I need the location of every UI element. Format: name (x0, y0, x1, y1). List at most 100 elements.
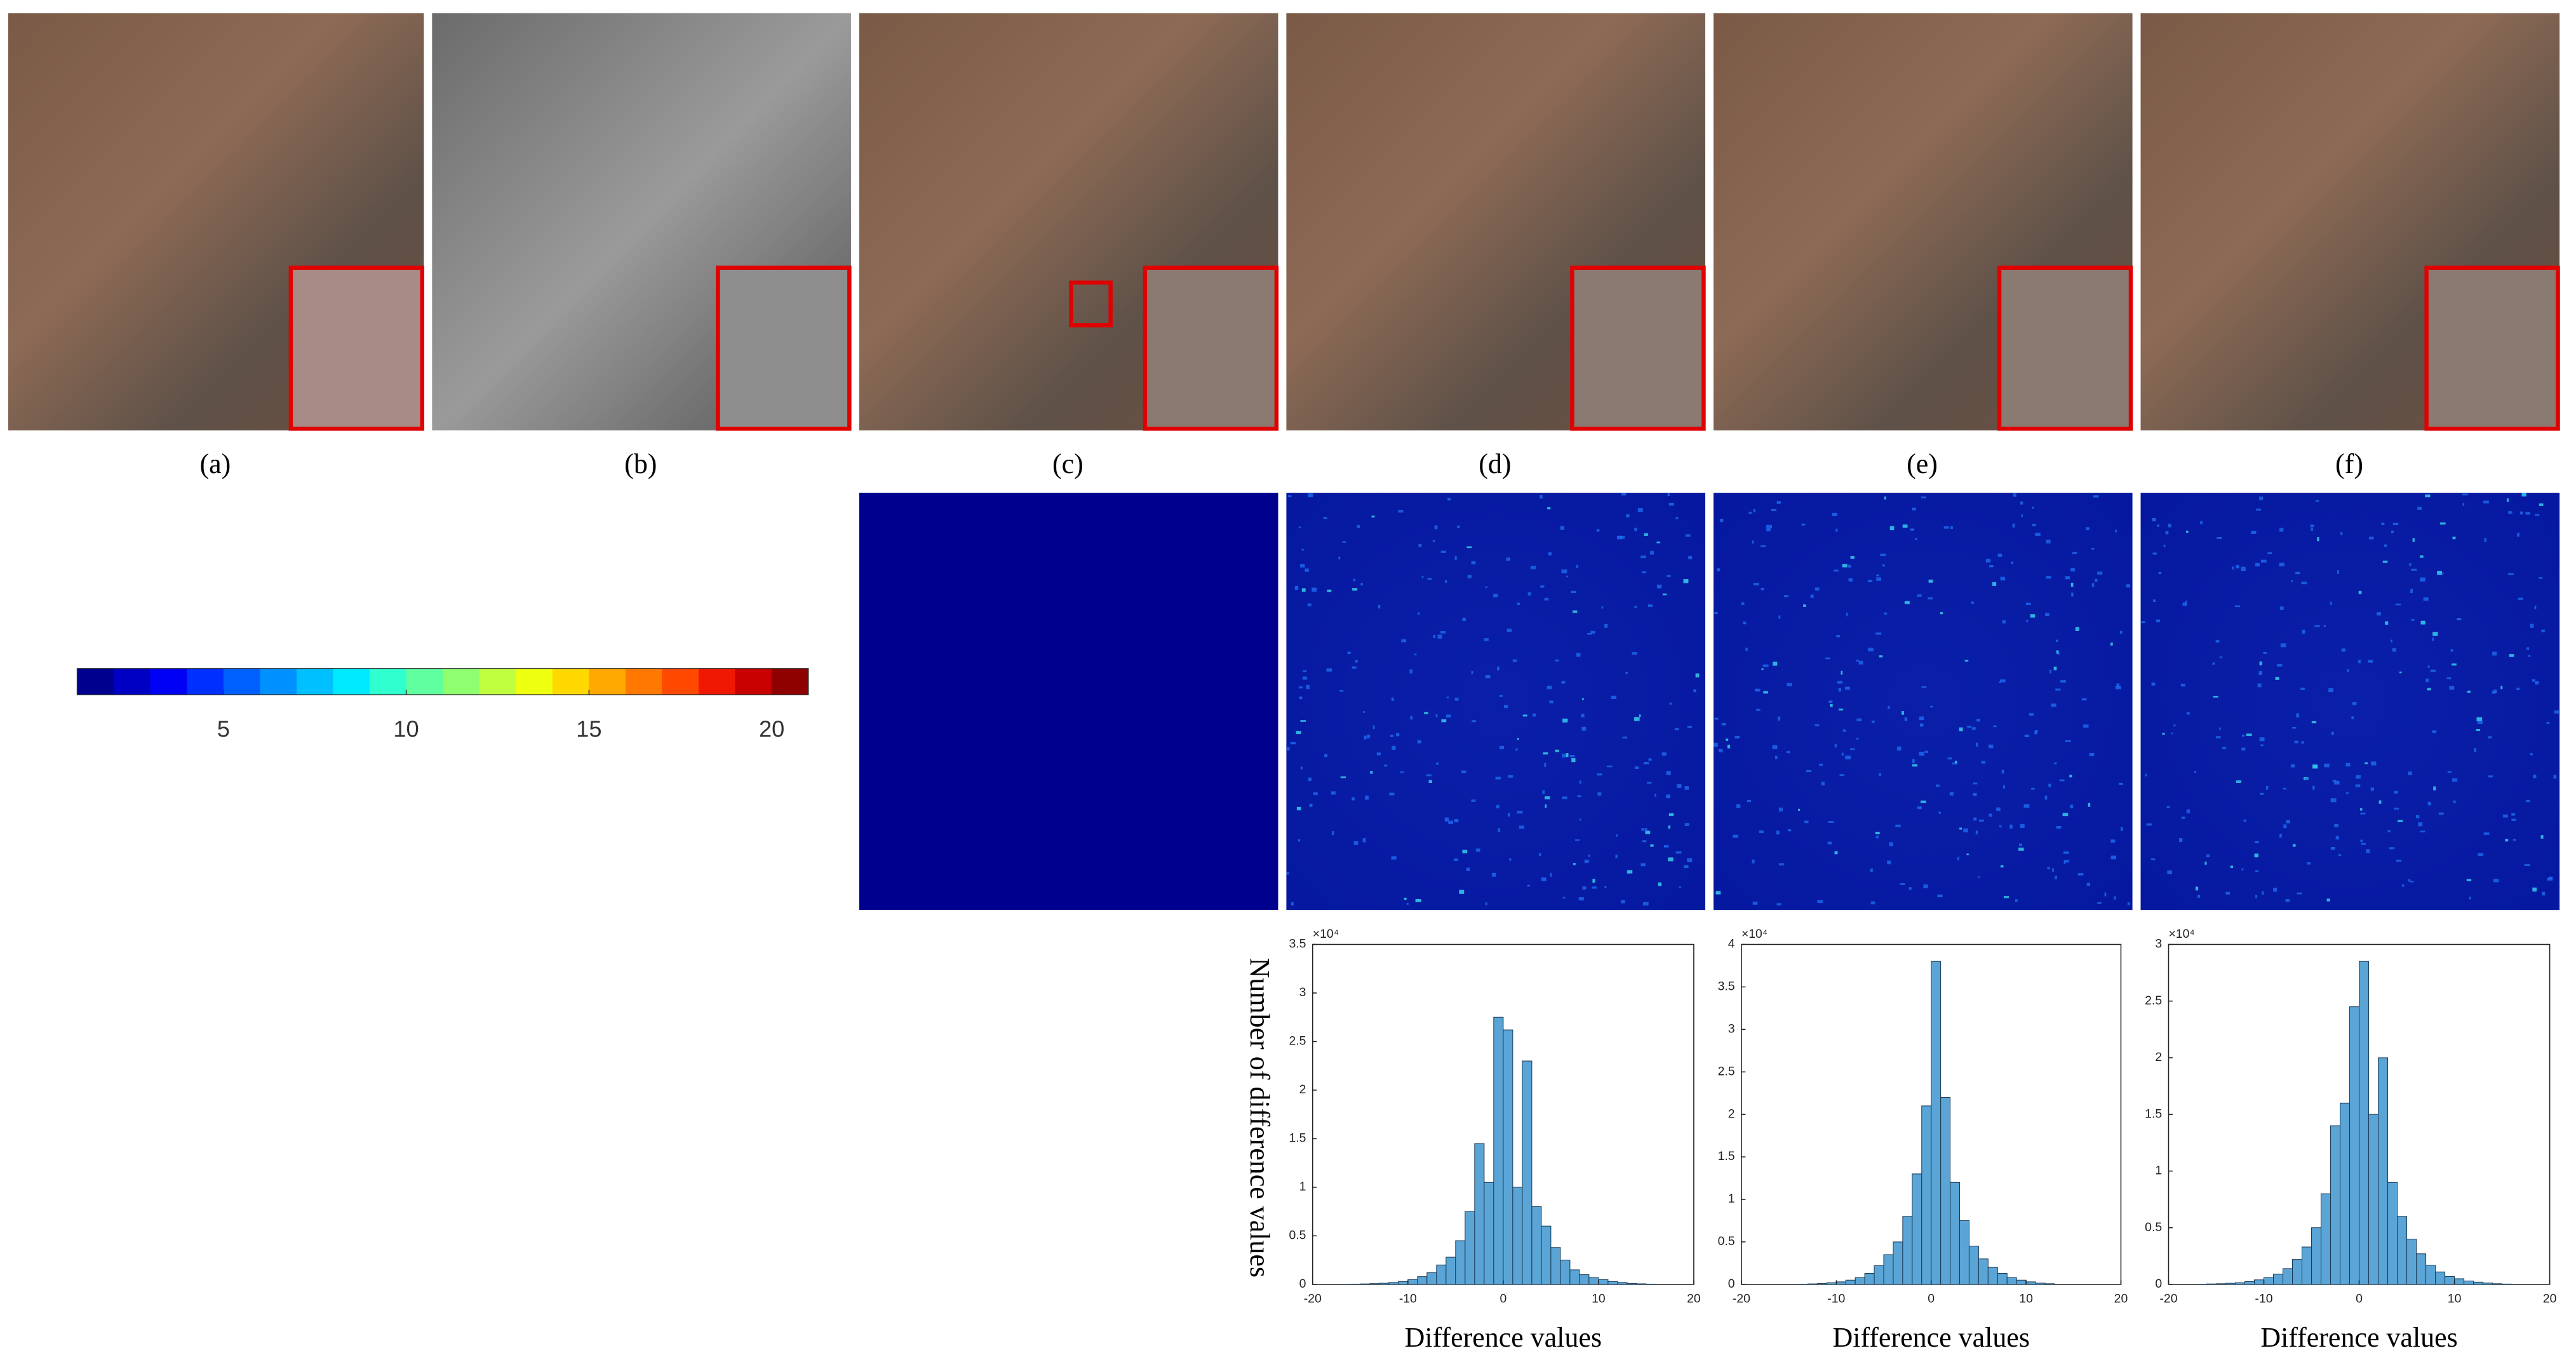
speckle (1870, 868, 1873, 872)
speckle (1302, 676, 1307, 680)
speckle (2241, 566, 2246, 571)
speckle (2425, 678, 2429, 683)
colorbar-cell (552, 668, 590, 695)
speckle (2047, 867, 2050, 870)
panel-label: (d) (1479, 448, 1511, 479)
speckle (1850, 556, 1855, 559)
speckle (1517, 737, 1519, 740)
speckle (2063, 851, 2069, 854)
speckle (1606, 765, 1613, 768)
speckle (2425, 494, 2431, 498)
speckle (1571, 590, 1576, 594)
speckle (1667, 493, 1670, 497)
y-tick-label: 0 (1728, 1277, 1735, 1291)
bar (2264, 1277, 2274, 1285)
speckle (2180, 683, 2185, 687)
speckle (1435, 763, 1439, 765)
speckle (1415, 898, 1421, 902)
speckle (1400, 771, 1404, 773)
colorbar-cell (406, 668, 443, 695)
bar (2302, 1246, 2312, 1285)
speckle (1778, 615, 1781, 619)
speckle (2152, 599, 2156, 602)
difference-map (1713, 493, 2133, 910)
bar (1627, 1283, 1637, 1285)
bar (2378, 1057, 2389, 1285)
speckle (1626, 514, 1630, 517)
panel-label: (e) (1907, 448, 1938, 479)
speckle (1540, 585, 1545, 588)
speckle (2086, 883, 2091, 886)
speckle (2262, 891, 2264, 895)
speckle (2389, 847, 2395, 850)
speckle (1496, 804, 1499, 809)
speckle (2097, 571, 2103, 575)
speckle (1508, 775, 1513, 778)
speckle (2145, 773, 2147, 777)
bar (2340, 1102, 2351, 1285)
speckle (1687, 726, 1692, 728)
speckle (2279, 606, 2284, 610)
speckle (1904, 717, 1908, 721)
speckle (2020, 501, 2023, 505)
speckle (1644, 828, 1647, 832)
speckle (2535, 681, 2539, 685)
speckle (1621, 493, 1627, 496)
speckle (1327, 589, 1332, 592)
speckle (2390, 639, 2392, 643)
speckle (1810, 594, 1814, 598)
speckle (2370, 787, 2375, 791)
speckle (1952, 762, 1957, 765)
speckle (1669, 702, 1672, 705)
speckle (1778, 863, 1784, 866)
speckle (1376, 752, 1381, 756)
speckle (1395, 733, 1400, 737)
bar (1579, 1274, 1590, 1285)
speckle (1571, 758, 1576, 763)
speckle (1848, 578, 1853, 582)
speckle (2009, 824, 2013, 829)
bar (2425, 1265, 2436, 1285)
speckle (1579, 780, 1581, 784)
speckle (2408, 879, 2410, 882)
bar (2225, 1283, 2236, 1285)
speckle (2478, 853, 2484, 857)
speckle (1806, 770, 1812, 773)
speckle (1937, 894, 1943, 898)
speckle (1300, 766, 1303, 770)
speckle (2059, 779, 2065, 782)
speckle (1604, 623, 1608, 628)
speckle (2060, 680, 2066, 683)
speckle (1752, 540, 1754, 544)
zoom-inset (288, 265, 425, 431)
speckle (1545, 804, 1547, 808)
speckle (1549, 700, 1553, 703)
x-tick-label: 10 (2019, 1291, 2033, 1305)
y-tick-label: 0 (2155, 1277, 2162, 1291)
speckle (2297, 892, 2302, 895)
speckle (1743, 621, 1747, 625)
bar (1912, 1173, 1922, 1285)
speckle (2352, 702, 2357, 705)
speckle (2163, 544, 2166, 547)
speckle (1668, 857, 1674, 862)
speckle (2241, 735, 2245, 737)
speckle (1633, 717, 1640, 721)
speckle (1441, 719, 1447, 723)
speckle (1879, 655, 1883, 658)
speckle (2493, 879, 2499, 883)
speckle (1645, 830, 1651, 834)
speckle (2186, 809, 2190, 813)
speckle (1647, 604, 1653, 608)
speckle (2457, 618, 2462, 621)
speckle (1957, 857, 1959, 861)
speckle (2526, 799, 2530, 803)
speckle (2345, 763, 2351, 767)
speckle (1506, 557, 1511, 561)
speckle (1296, 731, 1301, 735)
speckle (1323, 517, 1327, 519)
bar (2397, 1216, 2408, 1285)
speckle (1837, 681, 1843, 684)
speckle (2312, 764, 2318, 769)
speckle (1835, 528, 1838, 532)
